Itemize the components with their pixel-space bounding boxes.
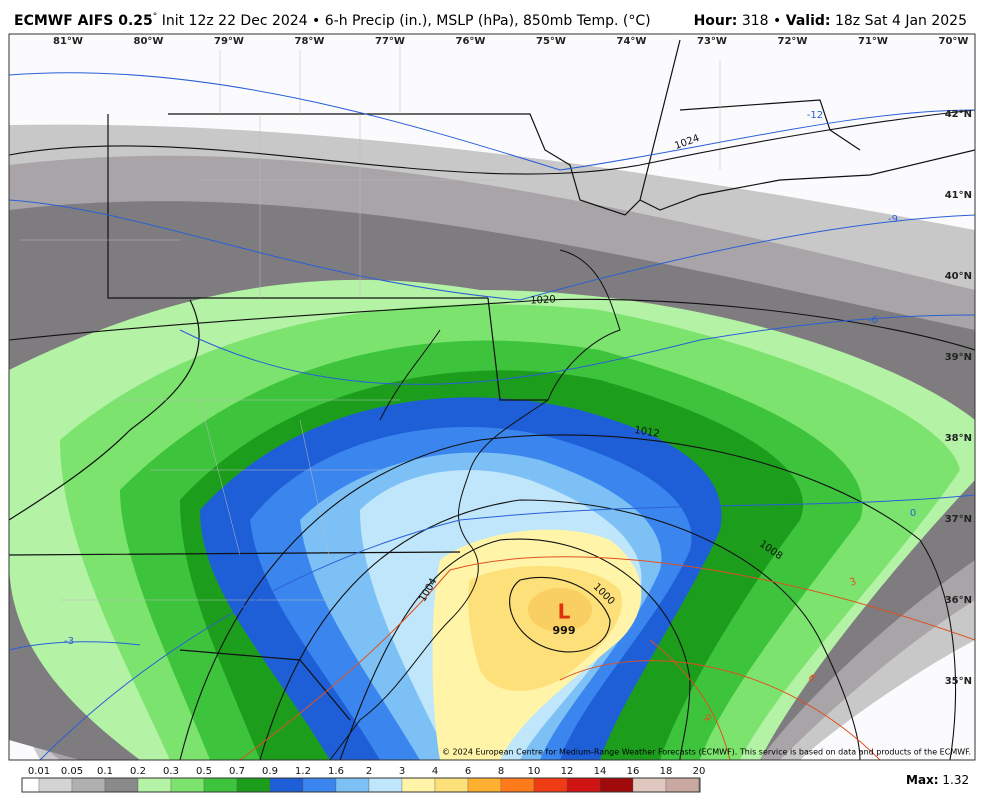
legend-swatch <box>401 777 436 793</box>
longitude-label: 80°W <box>134 36 164 47</box>
latitude-label: 38°N <box>945 433 972 444</box>
latitude-label: 42°N <box>945 109 972 120</box>
legend-swatch <box>137 777 172 793</box>
legend-label: 8 <box>498 766 504 777</box>
longitude-label: 74°W <box>617 36 647 47</box>
legend-label: 18 <box>660 766 673 777</box>
max-label: Max: <box>906 773 939 787</box>
contours <box>9 72 975 760</box>
legend-label: 1.2 <box>295 766 311 777</box>
legend-swatch <box>533 777 568 793</box>
legend-label: 6 <box>465 766 471 777</box>
credit: © 2024 European Centre for Medium-Range … <box>442 748 971 757</box>
isotherm-label: 9 <box>700 713 713 724</box>
isotherm-label: -6 <box>868 315 878 326</box>
longitude-label: 73°W <box>697 36 727 47</box>
longitude-label: 79°W <box>214 36 244 47</box>
low-pressure: 999 <box>553 624 576 637</box>
isotherm-label: 6 <box>805 672 818 684</box>
precip-field <box>9 34 975 760</box>
isotherm-label: -9 <box>888 214 898 225</box>
legend-label: 3 <box>399 766 405 777</box>
legend-swatch <box>500 777 535 793</box>
legend-frame <box>21 777 701 793</box>
valid-time: Hour: 318 • Valid: 18z Sat 4 Jan 2025 <box>694 13 967 29</box>
legend-label: 12 <box>561 766 574 777</box>
title: ECMWF AIFS 0.25° Init 12z 22 Dec 2024 • … <box>14 12 651 30</box>
isotherm-label: -12 <box>807 110 823 121</box>
legend-swatch <box>269 777 304 793</box>
legend-label: 0.01 <box>28 766 50 777</box>
longitude-label: 70°W <box>939 36 969 47</box>
isotherm-label: 3 <box>848 576 858 589</box>
isotherm-label: -3 <box>64 636 74 647</box>
valid-label: Valid: <box>786 13 831 29</box>
longitude-label: 71°W <box>858 36 888 47</box>
latitude-label: 37°N <box>945 514 972 525</box>
max-value: 1.32 <box>942 773 969 787</box>
latitude-label: 35°N <box>945 676 972 687</box>
low-symbol: L <box>558 600 571 624</box>
hour-label: Hour: <box>694 13 738 29</box>
longitude-label: 75°W <box>536 36 566 47</box>
legend-swatch <box>599 777 634 793</box>
legend-swatch <box>632 777 667 793</box>
longitude-label: 78°W <box>295 36 325 47</box>
legend-swatch <box>467 777 502 793</box>
legend-label: 14 <box>594 766 607 777</box>
hour: 318 <box>742 13 769 29</box>
legend-label: 0.2 <box>130 766 146 777</box>
longitude-label: 77°W <box>375 36 405 47</box>
legend-label: 0.1 <box>97 766 113 777</box>
legend-swatch <box>335 777 370 793</box>
latitude-label: 39°N <box>945 352 972 363</box>
legend-swatch <box>104 777 139 793</box>
max: Max: 1.32 <box>906 773 969 787</box>
longitude-label: 81°W <box>53 36 83 47</box>
legend-swatch <box>566 777 601 793</box>
legend-label: 2 <box>366 766 372 777</box>
title-bold: ECMWF AIFS 0.25 <box>14 13 153 29</box>
legend-swatch <box>434 777 469 793</box>
longitude-label: 72°W <box>778 36 808 47</box>
legend-swatch <box>21 777 40 793</box>
legend-swatch <box>170 777 205 793</box>
valid: 18z Sat 4 Jan 2025 <box>835 13 967 29</box>
latitude-label: 40°N <box>945 271 972 282</box>
legend-label: 0.9 <box>262 766 278 777</box>
legend-swatch <box>71 777 106 793</box>
map-frame <box>8 33 976 761</box>
title-rest: Init 12z 22 Dec 2024 • 6-h Precip (in.),… <box>157 13 650 29</box>
legend: Max: 1.32 0.01 0.05 0.1 0.2 0.3 0.5 0.7 0.9 1.2 1… <box>21 766 969 793</box>
legend-swatch <box>236 777 271 793</box>
legend-swatch <box>203 777 238 793</box>
legend-label: 0.05 <box>61 766 83 777</box>
longitude-label: 76°W <box>456 36 486 47</box>
legend-label: 4 <box>432 766 438 777</box>
separator: • <box>773 13 781 29</box>
legend-swatch <box>302 777 337 793</box>
legend-swatch <box>368 777 403 793</box>
legend-label: 16 <box>627 766 640 777</box>
latitude-label: 36°N <box>945 595 972 606</box>
legend-swatch <box>665 777 700 793</box>
isobar-label: 1012 <box>633 425 660 440</box>
legend-swatch <box>38 777 73 793</box>
isotherm-label: 0 <box>910 508 916 519</box>
boundaries <box>9 39 975 760</box>
title-degree: ° <box>153 12 158 22</box>
legend-label: 0.7 <box>229 766 245 777</box>
latitude-label: 41°N <box>945 190 972 201</box>
legend-label: 20 <box>693 766 706 777</box>
legend-label: 10 <box>528 766 541 777</box>
legend-label: 0.5 <box>196 766 212 777</box>
isobar-label: 1020 <box>530 294 556 306</box>
legend-label: 1.6 <box>328 766 344 777</box>
map: © 2024 European Centre for Medium-Range … <box>8 33 976 761</box>
legend-label: 0.3 <box>163 766 179 777</box>
